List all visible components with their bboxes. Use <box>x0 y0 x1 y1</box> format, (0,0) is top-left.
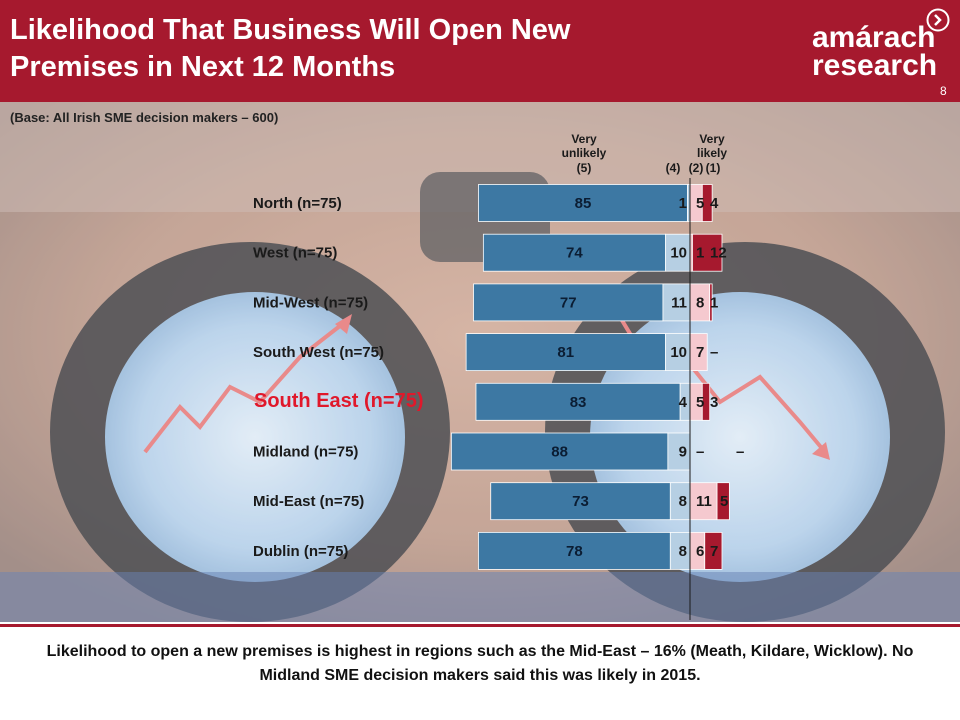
data-label-very-likely: 5 <box>720 493 728 510</box>
data-label-2: 1 <box>696 245 704 262</box>
category-label: West (n=75) <box>253 245 337 262</box>
logo-line-2: research <box>812 49 938 82</box>
data-label-2: 7 <box>696 344 704 361</box>
header-banner: Likelihood That Business Will Open New P… <box>0 0 960 102</box>
data-label-very-likely: 7 <box>710 543 718 560</box>
header-very-unlikely-line-1: Very <box>571 132 597 146</box>
data-label-very-unlikely: 88 <box>551 444 568 461</box>
bar-very-likely <box>716 482 730 521</box>
bar-unlikely <box>662 283 691 322</box>
base-note: (Base: All Irish SME decision makers – 6… <box>10 110 279 125</box>
category-label: South East (n=75) <box>254 390 423 412</box>
bar-very-unlikely <box>478 532 671 570</box>
bar-very-likely <box>704 532 723 570</box>
header-1: (1) <box>706 161 721 175</box>
data-label-very-unlikely: 81 <box>557 344 574 361</box>
data-label-very-unlikely: 74 <box>566 245 583 262</box>
data-label-2: 5 <box>696 195 704 212</box>
title-line-1: Likelihood That Business Will Open New <box>10 14 571 46</box>
data-label-very-likely: – <box>710 344 718 361</box>
data-label-very-likely: – <box>736 444 744 461</box>
data-label-very-likely: 12 <box>710 245 727 262</box>
data-label-very-unlikely: 78 <box>566 543 583 560</box>
bar-very-unlikely <box>482 233 666 272</box>
bar-very-unlikely <box>490 482 671 521</box>
data-label-very-unlikely: 77 <box>560 294 577 311</box>
data-label-4: 1 <box>679 195 687 212</box>
category-label: Mid-East (n=75) <box>253 493 364 510</box>
data-label-2: 11 <box>696 493 712 510</box>
bar-very-unlikely <box>450 432 669 471</box>
logo-line-1: amárach <box>812 21 936 54</box>
title-line-2: Premises in Next 12 Months <box>10 51 396 83</box>
chevron-right-circle-icon <box>926 8 950 32</box>
bar-unlikely <box>665 233 691 272</box>
bar-very-likely <box>692 233 723 272</box>
column-headers: Very unlikely (5) (4) (2) (1) Very likel… <box>562 132 728 175</box>
data-label-2: 8 <box>696 294 704 311</box>
bar-very-likely <box>701 184 713 222</box>
data-label-very-likely: 3 <box>710 394 718 411</box>
header-2: (2) <box>689 161 704 175</box>
data-label-4: 10 <box>670 344 687 361</box>
bar-very-likely <box>709 283 713 322</box>
footer-divider <box>0 624 960 627</box>
data-label-2: 6 <box>696 543 704 560</box>
header-very-likely-line-2: likely <box>697 146 727 160</box>
category-label: Mid-West (n=75) <box>253 294 368 311</box>
data-label-very-unlikely: 85 <box>575 195 592 212</box>
data-label-4: 8 <box>679 493 687 510</box>
category-label: Dublin (n=75) <box>253 543 348 560</box>
data-label-4: 9 <box>679 444 687 461</box>
data-label-very-unlikely: 73 <box>572 493 589 510</box>
header-very-unlikely-line-3: (5) <box>577 161 592 175</box>
header-4: (4) <box>666 161 681 175</box>
data-label-2: – <box>696 444 704 461</box>
page-number: 8 <box>940 84 947 98</box>
category-label: Midland (n=75) <box>253 444 358 461</box>
data-label-4: 11 <box>671 294 687 311</box>
bar-very-unlikely <box>475 382 681 421</box>
data-label-very-likely: 4 <box>710 195 719 212</box>
data-label-4: 8 <box>679 543 687 560</box>
bar-very-unlikely <box>478 184 688 222</box>
data-label-2: 5 <box>696 394 704 411</box>
data-label-4: 4 <box>679 394 688 411</box>
bar-unlikely <box>665 333 691 372</box>
data-label-4: 10 <box>670 245 687 262</box>
header-very-unlikely-line-2: unlikely <box>562 146 607 160</box>
bar-very-unlikely <box>465 333 666 372</box>
data-label-very-unlikely: 83 <box>570 394 587 411</box>
conclusion-text: Likelihood to open a new premises is hig… <box>46 643 914 684</box>
category-label: South West (n=75) <box>253 344 384 361</box>
data-label-very-likely: 1 <box>710 294 718 311</box>
category-label: North (n=75) <box>253 195 342 212</box>
bar-very-likely <box>701 382 711 421</box>
page-title: Likelihood That Business Will Open New P… <box>10 12 730 86</box>
bar-very-unlikely <box>473 283 664 322</box>
company-logo: amárach research <box>812 21 938 82</box>
header-very-likely-line-1: Very <box>699 132 725 146</box>
